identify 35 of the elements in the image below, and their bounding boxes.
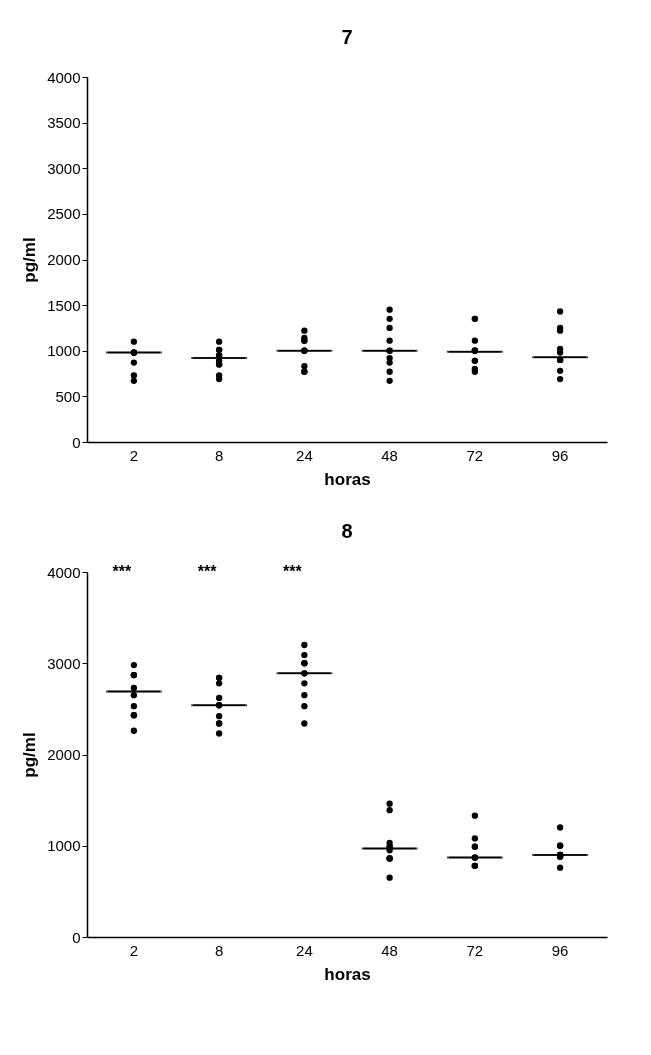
y-tick-label: 1500 [47, 296, 81, 314]
y-tick-label: 2000 [47, 251, 81, 268]
y-tick-label: 4000 [47, 68, 81, 86]
y-tick-label: 2500 [47, 205, 81, 223]
annotation: *** [112, 563, 132, 580]
x-axis-title: horas [324, 964, 371, 984]
y-tick-label: 2000 [47, 746, 81, 763]
x-tick-label: 48 [381, 446, 398, 464]
annotation: *** [197, 563, 218, 580]
x-tick-label: 2 [129, 446, 139, 464]
y-tick-label: 3000 [47, 654, 81, 672]
x-tick-label: 96 [551, 446, 569, 464]
x-axis-title: horas [324, 469, 371, 489]
y-axis-title: pg/ml [20, 237, 40, 283]
y-tick-label: 4000 [47, 563, 81, 581]
y-tick-label: 500 [55, 387, 81, 405]
y-axis-title: pg/ml [20, 732, 40, 778]
x-tick-label: 2 [129, 941, 139, 959]
y-tick-label: 1000 [47, 837, 81, 855]
x-tick-label: 8 [214, 941, 224, 959]
x-tick-label: 96 [551, 941, 569, 959]
chart-title: 7 [341, 26, 353, 48]
x-tick-label: 8 [214, 446, 224, 464]
y-tick-label: 0 [72, 928, 81, 946]
x-tick-label: 72 [466, 941, 484, 959]
x-tick-label: 72 [466, 446, 484, 464]
y-tick-label: 3000 [47, 159, 81, 177]
y-tick-label: 1000 [47, 342, 81, 360]
y-tick-label: 0 [72, 433, 81, 451]
annotation: *** [283, 563, 303, 580]
x-tick-label: 24 [296, 941, 313, 959]
x-tick-label: 24 [296, 446, 313, 464]
chart-title: 8 [341, 520, 353, 542]
y-tick-label: 3500 [47, 114, 81, 132]
x-tick-label: 48 [381, 941, 398, 959]
